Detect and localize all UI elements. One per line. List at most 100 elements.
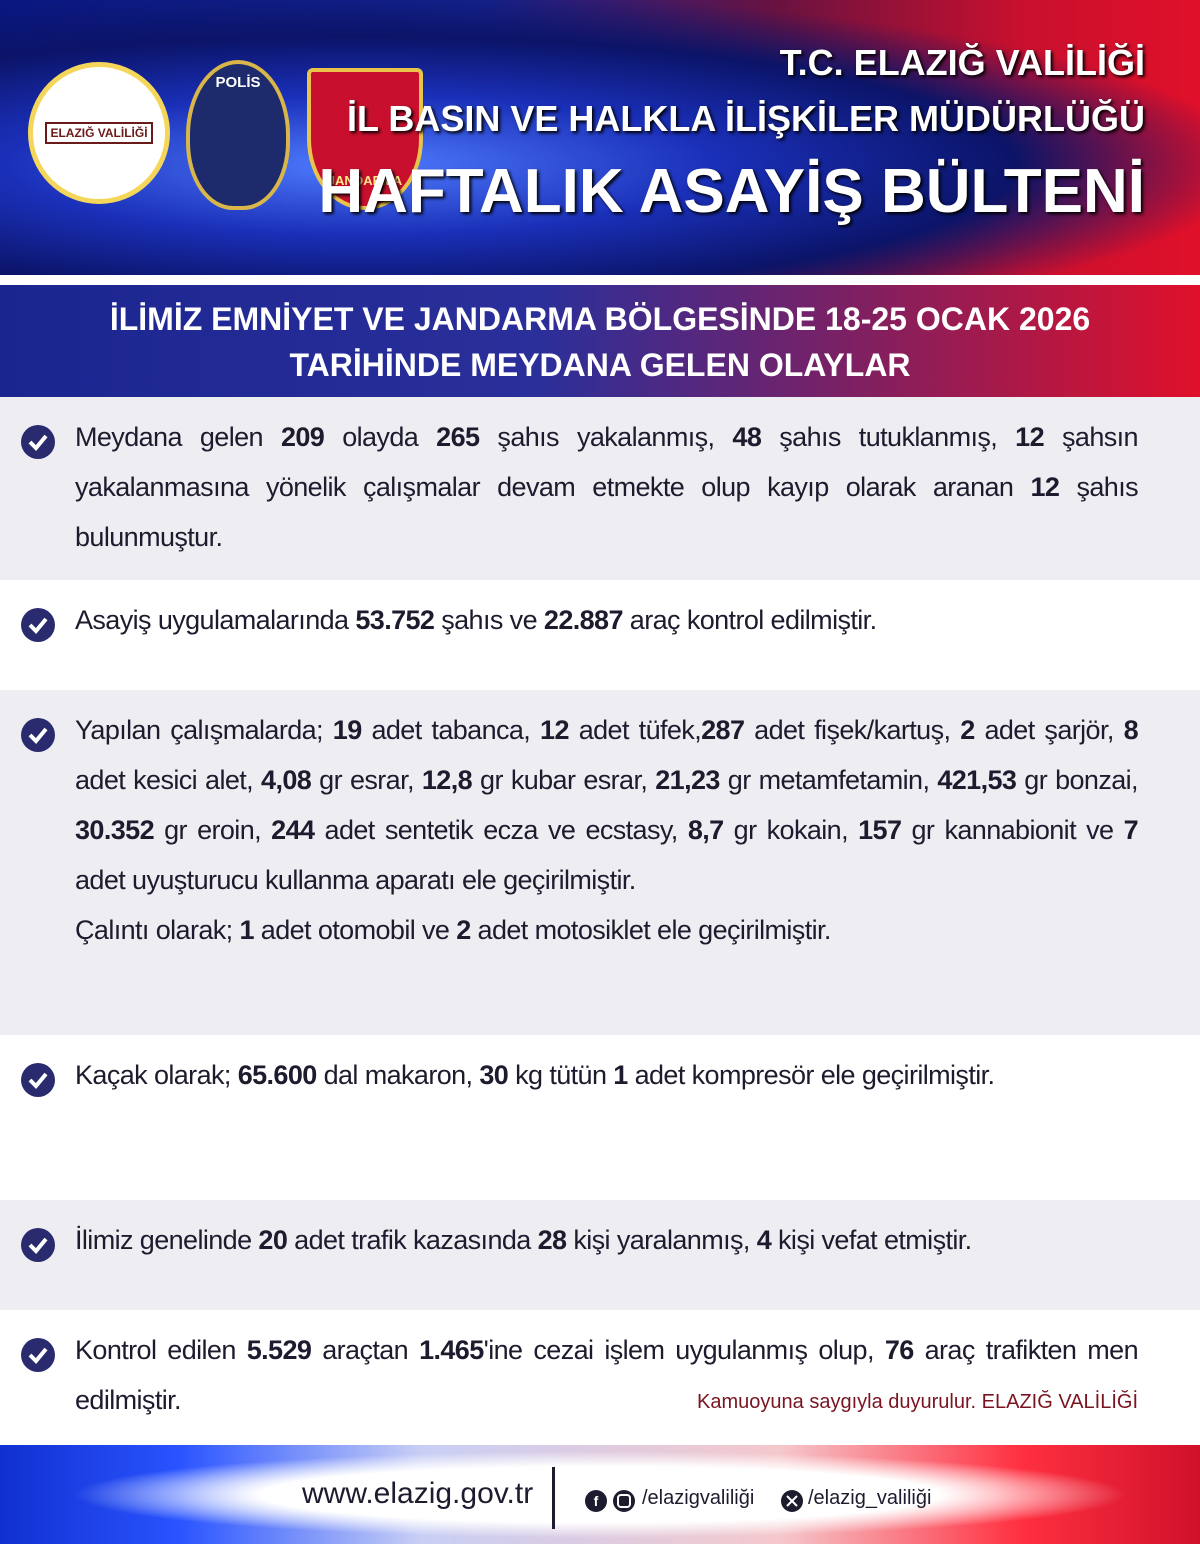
- text-run: İlimiz genelinde: [75, 1225, 259, 1255]
- text-run: şahıs bulunmuştur.: [75, 472, 1139, 552]
- header-line: T.C. ELAZIĞ VALİLİĞİ: [779, 42, 1145, 83]
- divider: [552, 1467, 555, 1529]
- police-logo: POLİS: [186, 60, 290, 210]
- figure: 22.887: [543, 605, 624, 635]
- text-run: gr metamfetamin,: [719, 765, 938, 795]
- text-run: Meydana gelen: [75, 422, 281, 452]
- social-handle: /elazigvaliliği: [642, 1487, 755, 1509]
- text-run: kişi vefat etmiştir.: [771, 1225, 972, 1255]
- check-icon: [21, 1063, 55, 1097]
- figure: 19: [332, 715, 362, 745]
- check-icon: [21, 608, 55, 642]
- closing-note: Kamuoyuna saygıyla duyurulur. ELAZIĞ VAL…: [697, 1391, 1138, 1413]
- valilik-logo: ELAZIĞ VALİLİĞİ: [28, 62, 170, 204]
- footer: www.elazig.gov.tr f /elazigvaliliği /ela…: [0, 1445, 1200, 1544]
- figure: 265: [436, 422, 480, 452]
- figure: 5.529: [246, 1335, 312, 1365]
- text-run: gr kokain,: [723, 815, 859, 845]
- check-icon: [21, 425, 55, 459]
- text-run: Çalıntı olarak;: [75, 915, 240, 945]
- bullet-item: Kaçak olarak; 65.600 dal makaron, 30 kg …: [0, 1035, 1200, 1200]
- paragraph: Yapılan çalışmalarda; 19 adet tabanca, 1…: [75, 705, 1139, 905]
- check-icon: [21, 1338, 55, 1372]
- header: ELAZIĞ VALİLİĞİ POLİS JANDARMA T.C. ELAZ…: [0, 0, 1200, 275]
- figure: 8,7: [687, 815, 724, 845]
- figure: 1.465: [419, 1335, 484, 1365]
- paragraph: Çalıntı olarak; 1 adet otomobil ve 2 ade…: [75, 905, 1138, 955]
- text-run: gr kannabionit ve: [901, 815, 1124, 845]
- text-run: adet tüfek,: [568, 715, 702, 745]
- banner-line: İLİMİZ EMNİYET VE JANDARMA BÖLGESİNDE 18…: [109, 301, 1091, 337]
- gendarmerie-logo: JANDARMA: [307, 68, 423, 210]
- figure: 12,8: [421, 765, 473, 795]
- figure: 2: [456, 915, 471, 945]
- figure: 421,53: [937, 765, 1017, 795]
- text-run: olayda: [324, 422, 437, 452]
- text-run: Asayiş uygulamalarında: [75, 605, 356, 635]
- check-icon: [21, 718, 55, 752]
- figure: 244: [271, 815, 315, 845]
- text-run: gr esrar,: [311, 765, 422, 795]
- text-run: Kontrol edilen: [75, 1335, 247, 1365]
- text-run: gr eroin,: [153, 815, 272, 845]
- logo-text: JANDARMA: [327, 173, 403, 188]
- text-run: gr bonzai,: [1016, 765, 1138, 795]
- text-run: adet uyuşturucu kullanma aparatı ele geç…: [75, 865, 636, 895]
- figure: 7: [1123, 815, 1139, 845]
- bullet-item: Yapılan çalışmalarda; 19 adet tabanca, 1…: [0, 690, 1200, 1035]
- paragraph: Kontrol edilen 5.529 araçtan 1.465'ine c…: [75, 1325, 1139, 1425]
- figure: 1: [613, 1060, 628, 1090]
- check-icon: [21, 1228, 55, 1262]
- website: www.elazig.gov.tr: [302, 1477, 534, 1510]
- figure: 209: [280, 422, 325, 452]
- text-run: 'ine cezai işlem uygulanmış olup,: [483, 1335, 885, 1365]
- figure: 30.352: [75, 815, 155, 845]
- text-run: şahıs yakalanmış,: [479, 422, 733, 452]
- text-run: adet şarjör,: [974, 715, 1124, 745]
- figure: 30: [479, 1060, 509, 1090]
- text-run: adet motosiklet ele geçirilmiştir.: [470, 915, 832, 945]
- social-handle: /elazig_valiliği: [808, 1487, 932, 1509]
- bullet-item: Asayiş uygulamalarında 53.752 şahıs ve 2…: [0, 580, 1200, 690]
- text-run: araçtan: [311, 1335, 420, 1365]
- social-icons: f: [585, 1490, 635, 1512]
- header-title: HAFTALIK ASAYİŞ BÜLTENİ: [318, 157, 1145, 226]
- logo-text: ELAZIĞ VALİLİĞİ: [45, 122, 153, 144]
- figure: 65.600: [237, 1060, 318, 1090]
- paragraph: Kaçak olarak; 65.600 dal makaron, 30 kg …: [75, 1050, 1138, 1100]
- figure: 12: [1015, 422, 1045, 452]
- figure: 4,08: [261, 765, 312, 795]
- text-run: kişi yaralanmış,: [566, 1225, 757, 1255]
- figure: 4: [756, 1225, 772, 1255]
- figure: 8: [1123, 715, 1139, 745]
- bullet-item: İlimiz genelinde 20 adet trafik kazasınd…: [0, 1200, 1200, 1310]
- text-run: Kaçak olarak;: [75, 1060, 238, 1090]
- figure: 1: [239, 915, 254, 945]
- bullet-item: Meydana gelen 209 olayda 265 şahıs yakal…: [0, 397, 1200, 580]
- header-line: İL BASIN VE HALKLA İLİŞKİLER MÜDÜRLÜĞÜ: [347, 98, 1145, 139]
- figure: 76: [884, 1335, 914, 1365]
- text-run: adet kesici alet,: [75, 765, 262, 795]
- text-run: araç kontrol edilmiştir.: [622, 605, 877, 635]
- text-run: dal makaron,: [316, 1060, 480, 1090]
- paragraph: İlimiz genelinde 20 adet trafik kazasınd…: [75, 1215, 1138, 1265]
- banner-line: TARİHİNDE MEYDANA GELEN OLAYLAR: [289, 347, 911, 383]
- figure: 2: [960, 715, 975, 745]
- text-run: kg tütün: [508, 1060, 614, 1090]
- bullet-item: Kontrol edilen 5.529 araçtan 1.465'ine c…: [0, 1310, 1200, 1445]
- figure: 28: [537, 1225, 567, 1255]
- text-run: şahsın yakalanmasına yönelik çalışmalar …: [75, 422, 1139, 502]
- text-run: adet trafik kazasında: [287, 1225, 538, 1255]
- x-icon: [781, 1490, 803, 1512]
- figure: 53.752: [355, 605, 435, 635]
- paragraph: Asayiş uygulamalarında 53.752 şahıs ve 2…: [75, 595, 1138, 645]
- svg-text:f: f: [594, 1493, 599, 1509]
- text-run: adet tabanca,: [361, 715, 541, 745]
- text-run: adet otomobil ve: [253, 915, 457, 945]
- text-run: araç trafikten men edilmiştir.: [75, 1335, 1139, 1415]
- text-run: Yapılan çalışmalarda;: [75, 715, 333, 745]
- logo-text: POLİS: [215, 74, 261, 91]
- text-run: şahıs tutuklanmış,: [761, 422, 1016, 452]
- figure: 287: [701, 715, 745, 745]
